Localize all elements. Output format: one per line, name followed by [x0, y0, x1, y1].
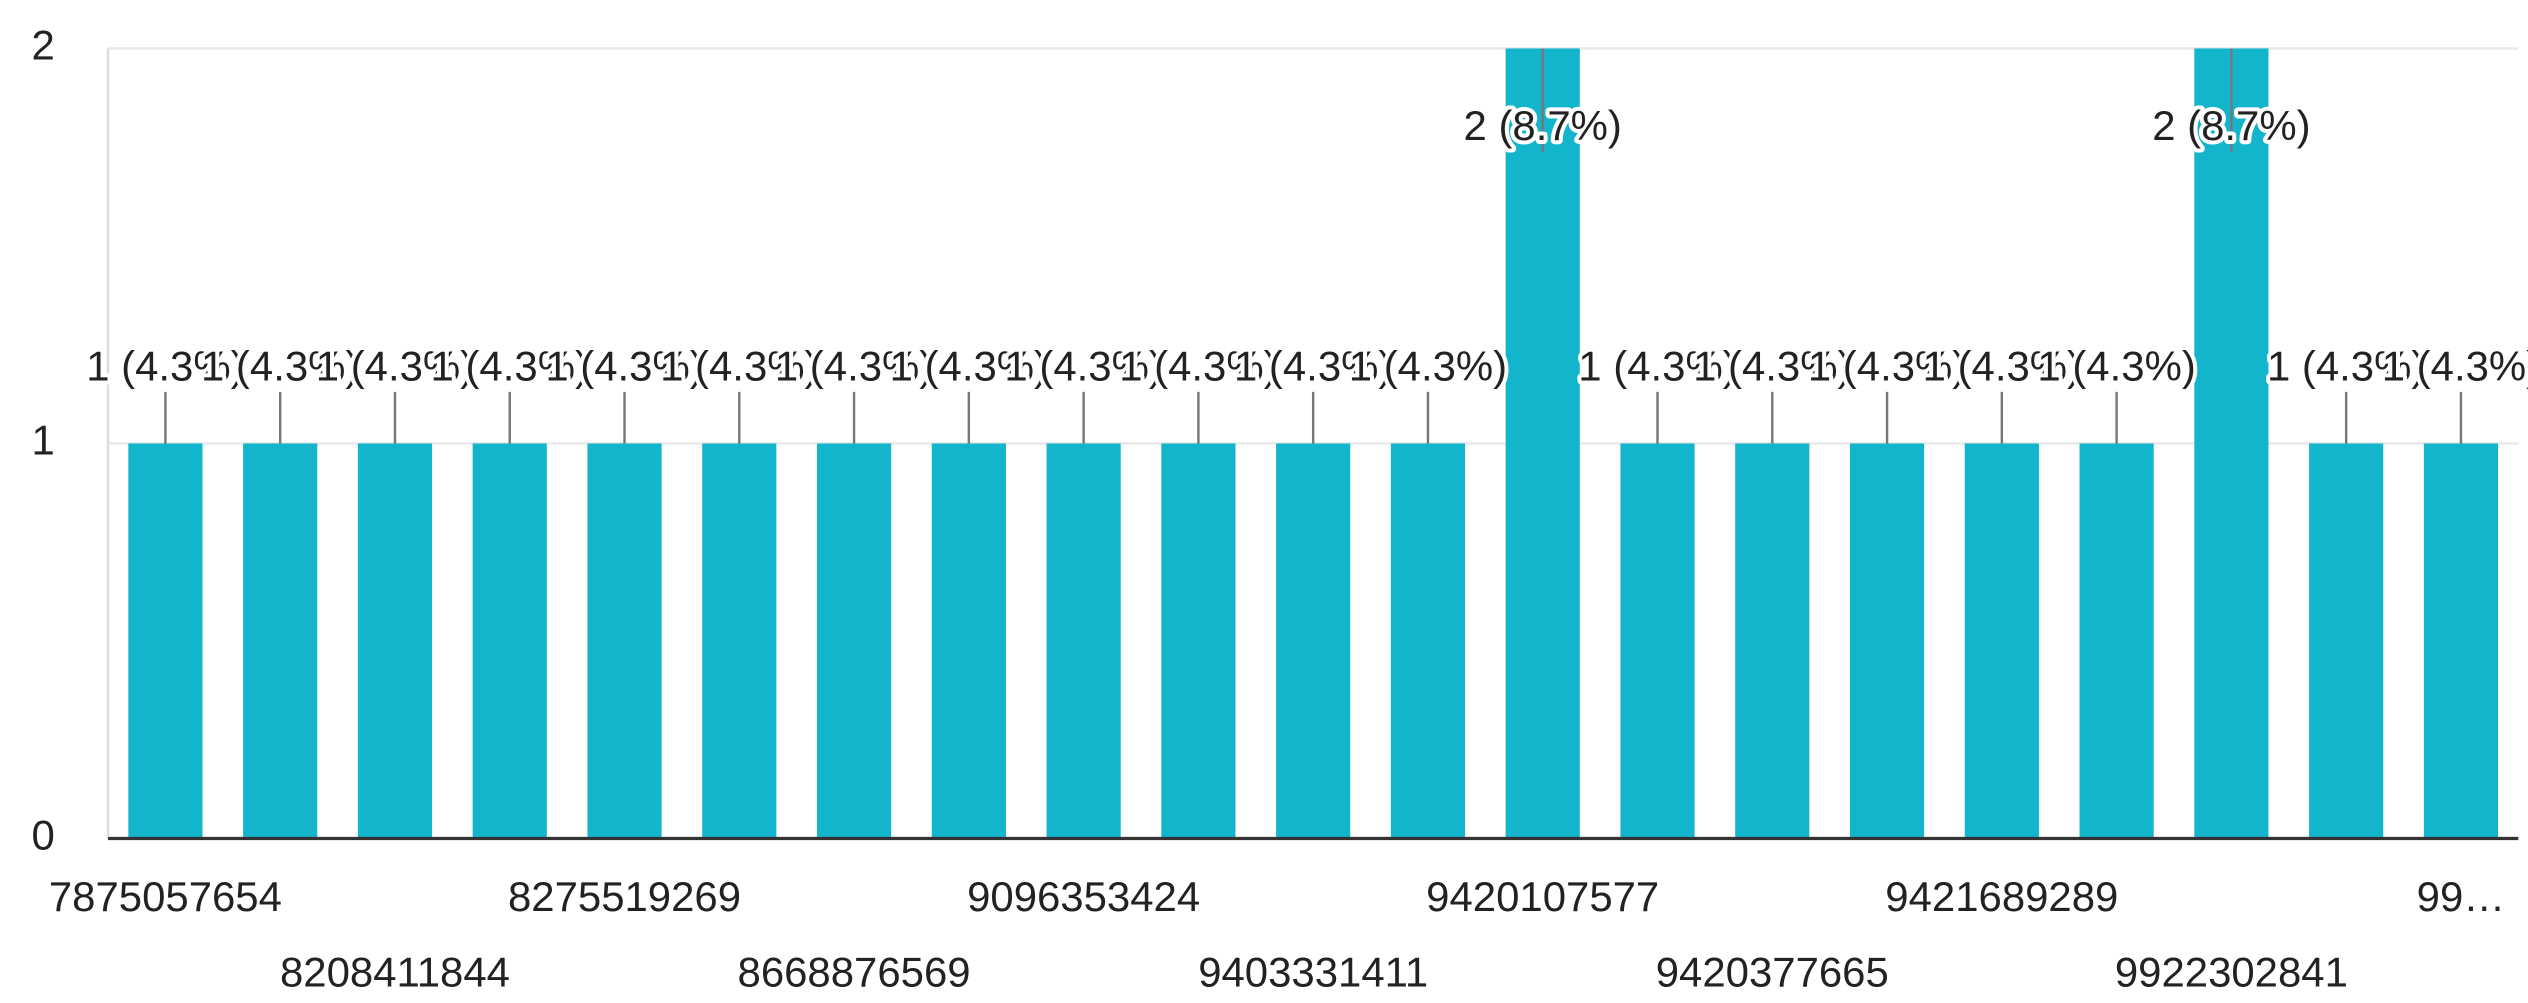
y-tick-label: 1 — [32, 417, 55, 464]
value-label: 1 (4.3%) — [775, 342, 933, 389]
x-tick-label: 9096353424 — [967, 873, 1200, 920]
bar — [357, 443, 433, 839]
x-tick-label: 8208411844 — [280, 949, 510, 996]
bar — [1276, 443, 1351, 839]
y-tick-label: 2 — [32, 22, 55, 69]
x-tick-label: 9421689289 — [1885, 873, 2118, 920]
value-label: 1 (4.3%) — [1234, 342, 1392, 389]
bar — [1735, 443, 1810, 839]
value-label: 2 (8.7%) — [2152, 102, 2310, 149]
value-label: 1 (4.3%) — [660, 342, 818, 389]
value-label: 1 (4.3%) — [316, 342, 474, 389]
x-tick-label: 9403331411 — [1198, 949, 1428, 996]
bar — [587, 443, 662, 839]
bar — [1849, 443, 1925, 839]
value-label: 1 (4.3%) — [86, 342, 244, 389]
x-tick-label: 99… — [2417, 873, 2506, 920]
bar — [2194, 48, 2269, 839]
bar — [1046, 443, 1121, 839]
bar — [1964, 443, 2039, 839]
value-label: 1 (4.3%) — [1004, 342, 1162, 389]
bar — [816, 443, 892, 839]
value-label: 2 (8.7%) — [1464, 102, 1622, 149]
bar — [2423, 443, 2499, 839]
bar — [1161, 443, 1236, 839]
value-label: 1 (4.3%) — [1923, 342, 2081, 389]
bar — [931, 443, 1006, 839]
value-label: 1 (4.3%) — [1808, 342, 1966, 389]
value-label: 1 (4.3%) — [1693, 342, 1851, 389]
x-tick-label: 8668876569 — [738, 949, 971, 996]
x-tick-label: 7875057654 — [49, 873, 282, 920]
value-label: 1 (4.3%) — [431, 342, 589, 389]
value-label: 1 (4.3%) — [545, 342, 703, 389]
value-label: 1 (4.3%) — [1349, 342, 1507, 389]
value-label: 1 (4.3%) — [890, 342, 1048, 389]
x-tick-label: 9420107577 — [1426, 873, 1659, 920]
bar — [1390, 443, 1466, 839]
x-tick-label: 9420377665 — [1656, 949, 1889, 996]
bar — [243, 443, 318, 839]
x-tick-label: 9922302841 — [2115, 949, 2348, 996]
bar — [1505, 48, 1580, 839]
bar — [128, 443, 203, 839]
value-label: 1 (4.3%) — [1578, 342, 1736, 389]
bar — [1620, 443, 1695, 839]
y-tick-label: 0 — [32, 812, 55, 859]
value-label: 1 (4.3%) — [2382, 342, 2528, 389]
bar — [2079, 443, 2154, 839]
value-label: 1 (4.3%) — [201, 342, 359, 389]
x-tick-label: 8275519269 — [508, 873, 741, 920]
value-label: 1 (4.3%) — [1119, 342, 1277, 389]
value-label: 1 (4.3%) — [2037, 342, 2195, 389]
bar — [472, 443, 547, 839]
bar — [702, 443, 777, 839]
value-label: 1 (4.3%) — [2267, 342, 2425, 389]
bar — [2309, 443, 2384, 839]
